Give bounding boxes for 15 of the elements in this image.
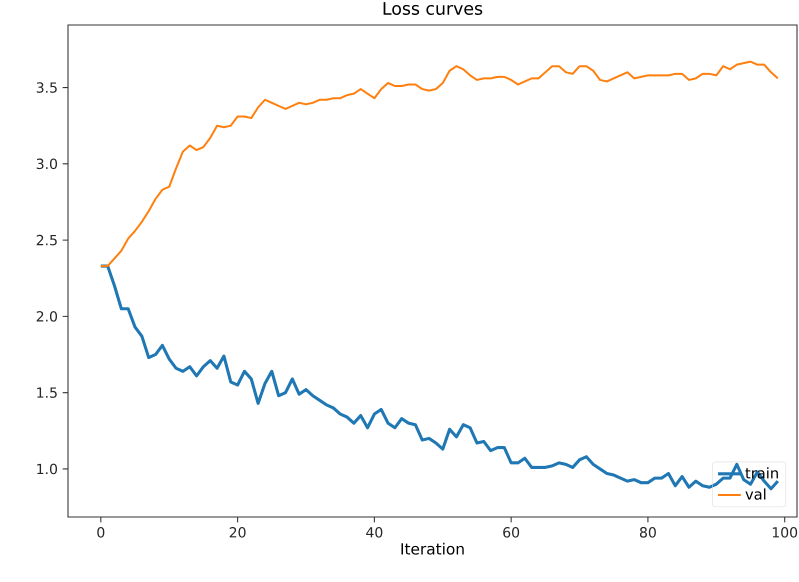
x-tick-label: 40 <box>366 527 382 538</box>
legend-label: val <box>745 488 766 500</box>
y-tick-label: 3.5 <box>36 82 57 93</box>
x-tick-label: 60 <box>503 527 520 538</box>
x-tick-label: 0 <box>97 527 104 538</box>
chart-title: Loss curves <box>384 2 482 15</box>
x-tick-label: 20 <box>230 527 246 538</box>
x-axis-title: Iteration <box>401 542 464 555</box>
x-tick-label: 80 <box>640 527 656 538</box>
y-tick-label: 2.0 <box>36 311 58 322</box>
y-tick-label: 1.5 <box>37 387 57 398</box>
x-tick-label: 100 <box>772 527 798 538</box>
y-tick-label: 1.0 <box>37 464 58 474</box>
y-tick-label: 2.5 <box>36 234 57 246</box>
y-tick-label: 3.0 <box>36 158 58 170</box>
